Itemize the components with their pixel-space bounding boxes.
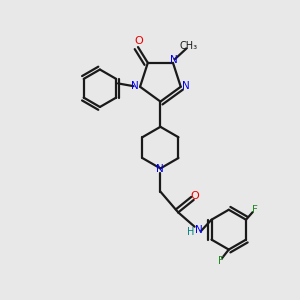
Text: N: N	[156, 164, 164, 174]
Text: H: H	[187, 227, 195, 237]
Text: N: N	[182, 81, 190, 91]
Text: N: N	[131, 81, 139, 91]
Text: O: O	[134, 36, 143, 46]
Text: N: N	[196, 225, 203, 235]
Text: F: F	[218, 256, 224, 266]
Text: N: N	[170, 56, 178, 65]
Text: F: F	[252, 205, 258, 215]
Text: CH₃: CH₃	[180, 40, 198, 51]
Text: O: O	[191, 191, 200, 201]
